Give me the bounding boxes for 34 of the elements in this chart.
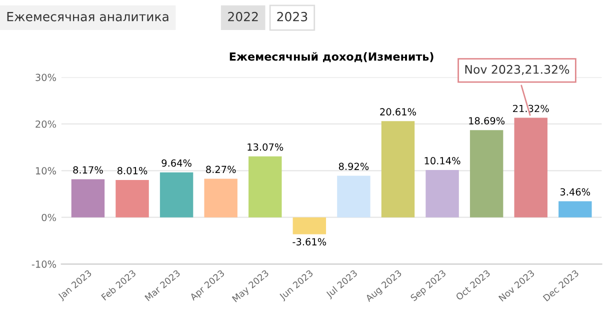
y-tick-label: 0% [42, 214, 56, 222]
data-label: 20.61% [380, 108, 416, 116]
y-tick-label: 10% [36, 167, 56, 174]
text: Ежемесячная аналитика [7, 12, 168, 22]
text: 2022 [228, 12, 258, 22]
bar [116, 180, 149, 218]
bar [204, 178, 238, 218]
text: 2023 [277, 12, 308, 22]
bar [558, 201, 592, 218]
data-label: 13.07% [248, 143, 284, 151]
bar [71, 179, 105, 218]
bar [292, 217, 326, 234]
bar [337, 176, 370, 218]
data-label: -3.61% [292, 238, 326, 246]
data-label: 21.32% [513, 104, 549, 112]
bar [426, 170, 459, 218]
data-label: 9.64% [162, 159, 192, 167]
data-label: 3.46% [560, 188, 590, 196]
y-tick-label: 30% [36, 74, 56, 82]
data-label: 8.27% [206, 166, 236, 174]
data-label: 8.01% [117, 166, 148, 174]
y-tick-label: -10% [32, 260, 56, 268]
chart-title: Ежемесячный доход(Изменить) [230, 52, 434, 62]
annotation: Nov 2023,21.32% [465, 64, 570, 76]
y-tick-label: 20% [36, 120, 56, 128]
bar [514, 118, 548, 218]
data-label: 10.14% [424, 157, 460, 164]
data-label: 8.17% [73, 166, 103, 174]
bar [248, 156, 282, 218]
data-label: 18.69% [469, 117, 505, 124]
bar [381, 121, 415, 218]
bar [160, 172, 194, 218]
bar [470, 130, 504, 218]
data-label: 8.92% [338, 162, 369, 170]
